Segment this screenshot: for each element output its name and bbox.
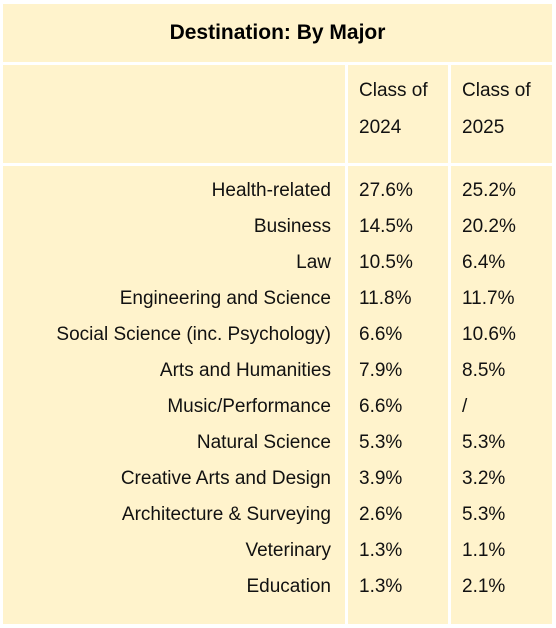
value-2025: 8.5%: [462, 360, 506, 381]
value-2024: 6.6%: [359, 324, 403, 345]
value-2024: 27.6%: [359, 180, 413, 201]
value-2024: 14.5%: [359, 216, 413, 237]
value-2025: 11.7%: [462, 288, 515, 309]
column-header-2024-line1: Class of: [359, 80, 428, 101]
value-2024: 6.6%: [359, 396, 403, 417]
column-divider-1: [345, 65, 348, 624]
value-2024: 1.3%: [359, 576, 403, 597]
table-body: Health-related 27.6% 25.2% Business 14.5% 20…: [3, 176, 552, 608]
table-row: Creative Arts and Design 3.9% 3.2%: [3, 464, 552, 500]
value-2025: 25.2%: [462, 180, 516, 201]
value-2024: 2.6%: [359, 504, 403, 525]
table-row: Music/Performance 6.6% /: [3, 392, 552, 428]
table-row: Health-related 27.6% 25.2%: [3, 176, 552, 212]
table-title: Destination: By Major: [169, 21, 386, 44]
value-2025: 1.1%: [462, 540, 506, 561]
table-row: Arts and Humanities 7.9% 8.5%: [3, 356, 552, 392]
column-header-2025-line1: Class of: [462, 80, 531, 101]
value-2025: 10.6%: [462, 324, 516, 345]
major-label: Arts and Humanities: [159, 360, 331, 381]
column-header-2025-line2: 2025: [462, 117, 505, 138]
major-label: Creative Arts and Design: [120, 468, 331, 489]
value-2024: 11.8%: [359, 288, 412, 309]
major-label: Business: [253, 216, 331, 237]
value-2025: 5.3%: [462, 504, 506, 525]
column-header-2024-line2: 2024: [359, 117, 402, 138]
major-label: Health-related: [211, 180, 331, 201]
value-2025: 5.3%: [462, 432, 506, 453]
major-label: Architecture & Surveying: [121, 504, 331, 525]
major-label: Engineering and Science: [119, 288, 331, 309]
major-label: Social Science (inc. Psychology): [56, 324, 331, 345]
column-header-2024: Class of 2024: [359, 72, 428, 146]
table-row: Architecture & Surveying 2.6% 5.3%: [3, 500, 552, 536]
value-2025: 3.2%: [462, 468, 506, 489]
value-2024: 7.9%: [359, 360, 403, 381]
destination-table: Destination: By Major Class of 2024 Clas…: [3, 4, 552, 624]
table-row: Natural Science 5.3% 5.3%: [3, 428, 552, 464]
table-row: Veterinary 1.3% 1.1%: [3, 536, 552, 572]
value-2024: 3.9%: [359, 468, 403, 489]
value-2025: /: [462, 396, 468, 417]
value-2024: 5.3%: [359, 432, 403, 453]
column-divider-2: [448, 65, 451, 624]
major-label: Education: [246, 576, 331, 597]
major-label: Music/Performance: [167, 396, 331, 417]
table-row: Law 10.5% 6.4%: [3, 248, 552, 284]
major-label: Natural Science: [196, 432, 331, 453]
table-row: Engineering and Science 11.8% 11.7%: [3, 284, 552, 320]
column-header-2025: Class of 2025: [462, 72, 531, 146]
major-label: Law: [296, 252, 331, 273]
value-2024: 1.3%: [359, 540, 403, 561]
value-2025: 20.2%: [462, 216, 516, 237]
header-divider: [3, 163, 552, 166]
value-2025: 2.1%: [462, 576, 506, 597]
value-2024: 10.5%: [359, 252, 413, 273]
table-row: Business 14.5% 20.2%: [3, 212, 552, 248]
table-row: Education 1.3% 2.1%: [3, 572, 552, 608]
title-divider: [3, 62, 552, 65]
major-label: Veterinary: [245, 540, 331, 561]
value-2025: 6.4%: [462, 252, 506, 273]
table-row: Social Science (inc. Psychology) 6.6% 10.6…: [3, 320, 552, 356]
